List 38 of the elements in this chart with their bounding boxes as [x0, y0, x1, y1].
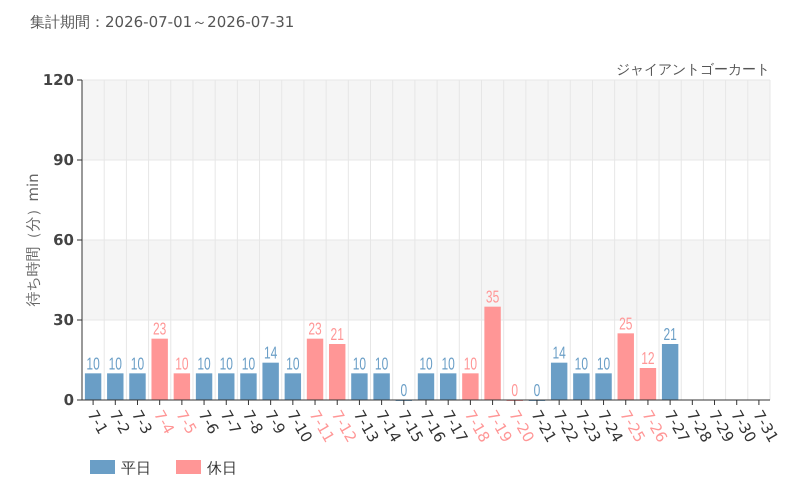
- x-tick-label: 7-9: [261, 407, 290, 438]
- data-label: 10: [175, 355, 189, 374]
- legend-label: 平日: [121, 459, 151, 477]
- data-label: 12: [641, 350, 655, 369]
- y-tick-label: 120: [42, 71, 74, 89]
- data-label: 10: [108, 355, 122, 374]
- data-label: 10: [374, 355, 388, 374]
- data-label: 25: [619, 315, 632, 334]
- data-label: 10: [220, 355, 233, 374]
- data-label: 23: [153, 320, 166, 340]
- data-label: 0: [534, 382, 540, 401]
- data-label: 10: [197, 355, 211, 374]
- data-label: 10: [352, 355, 366, 374]
- y-tick-label: 0: [64, 391, 74, 409]
- chart-subtitle: ジャイアントゴーカート: [616, 62, 770, 78]
- y-tick-label: 30: [53, 311, 74, 329]
- data-label: 10: [242, 355, 256, 374]
- data-label: 10: [464, 355, 478, 374]
- data-label: 10: [574, 355, 588, 374]
- legend-label: 休日: [207, 459, 237, 477]
- data-label: 23: [308, 320, 322, 340]
- data-label: 0: [511, 382, 518, 401]
- data-label: 0: [400, 382, 408, 401]
- data-label: 10: [419, 355, 433, 374]
- data-label: 21: [330, 326, 344, 345]
- y-tick-label: 60: [53, 231, 74, 249]
- data-label: 35: [486, 288, 500, 308]
- data-label: 14: [552, 344, 566, 364]
- y-tick-label: 90: [53, 151, 74, 169]
- y-axis-title: 待ち時間（分）min: [24, 173, 42, 307]
- data-label: 21: [663, 326, 677, 345]
- data-label: 14: [264, 344, 278, 364]
- data-label: 10: [286, 355, 300, 374]
- chart-title: 集計期間：2026-07-01～2026-07-31: [30, 13, 294, 31]
- data-label: 10: [86, 355, 100, 374]
- data-label: 10: [130, 355, 144, 374]
- data-label: 10: [442, 355, 455, 374]
- data-label: 10: [596, 355, 610, 374]
